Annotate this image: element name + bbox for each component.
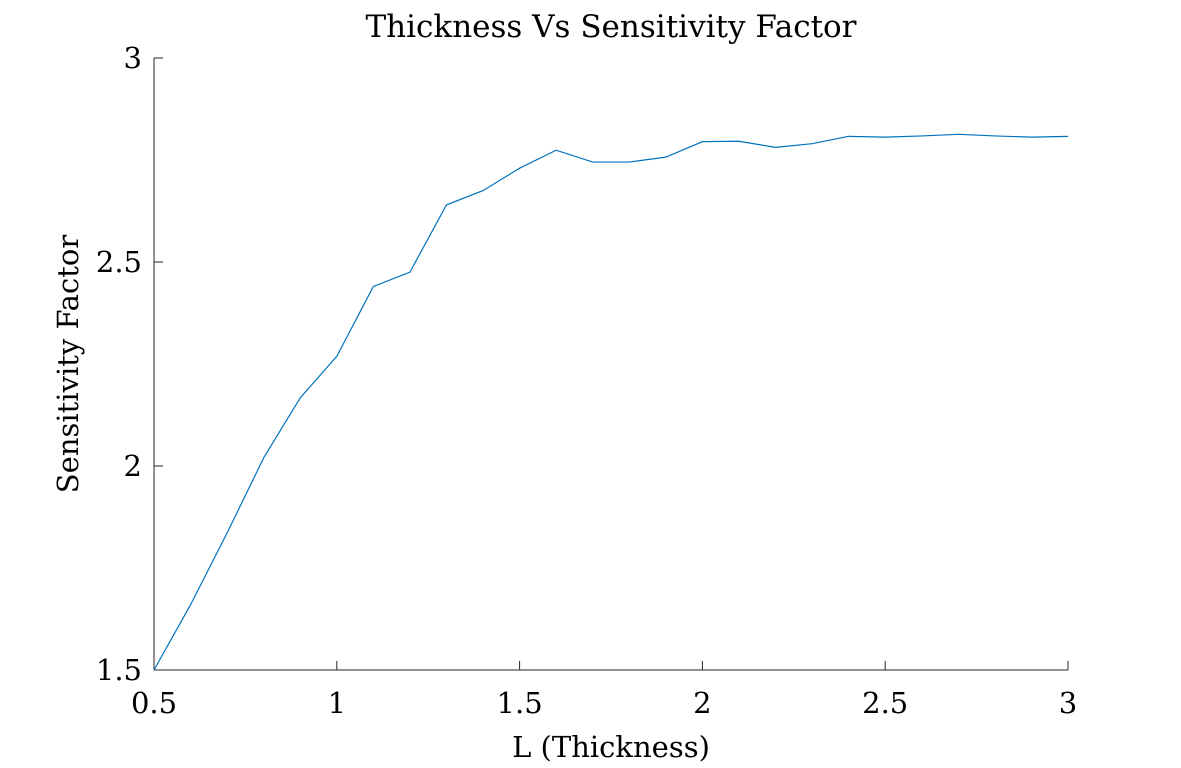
x-axis-label: L (Thickness) bbox=[512, 730, 710, 764]
x-tick-label: 2 bbox=[693, 686, 711, 720]
x-tick-label: 2.5 bbox=[862, 686, 908, 720]
y-tick-label: 3 bbox=[124, 41, 142, 75]
y-tick-label: 2 bbox=[124, 449, 142, 483]
x-tick-label: 0.5 bbox=[131, 686, 177, 720]
x-tick-label: 1 bbox=[328, 686, 346, 720]
series-line bbox=[153, 133, 1069, 671]
y-axis-label: Sensitivity Factor bbox=[51, 235, 85, 494]
y-tick-label: 2.5 bbox=[96, 245, 142, 279]
y-tick-label: 1.5 bbox=[96, 653, 142, 687]
x-tick-label: 3 bbox=[1059, 686, 1077, 720]
chart-title: Thickness Vs Sensitivity Factor bbox=[365, 9, 856, 45]
x-tick-label: 1.5 bbox=[497, 686, 543, 720]
plot-area: 0.5 1 1.5 2 2.5 3 1.5 2 2.5 3 bbox=[96, 41, 1077, 720]
